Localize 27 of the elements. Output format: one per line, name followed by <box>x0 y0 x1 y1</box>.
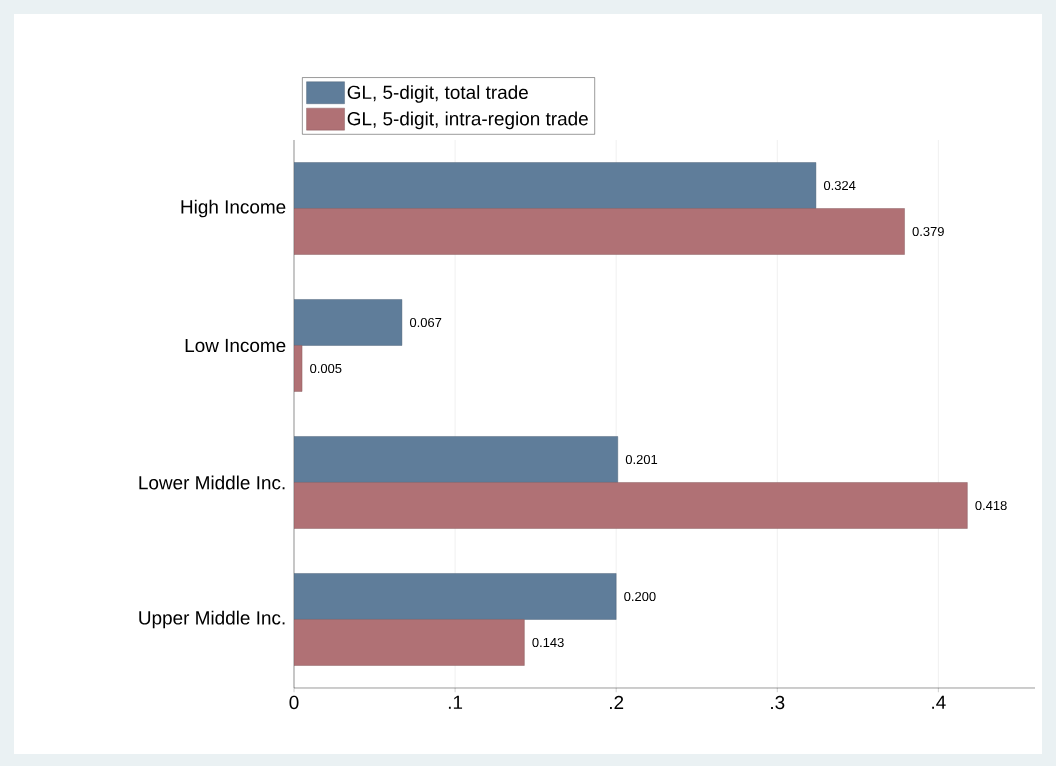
bar <box>294 162 817 209</box>
y-tick-label: Lower Middle Inc. <box>139 475 285 490</box>
x-tick-label: .4 <box>932 695 946 709</box>
data-label: 0.379 <box>912 226 944 237</box>
bar <box>294 436 618 483</box>
x-tick-label: .1 <box>448 695 463 709</box>
y-tick-label: High Income <box>181 199 286 218</box>
bar <box>294 573 617 620</box>
data-label: 0.200 <box>624 591 656 602</box>
y-tick-label: Upper Middle Inc. <box>139 610 285 629</box>
bar <box>294 299 403 346</box>
x-tick-label: 0 <box>289 695 299 710</box>
data-label: 0.005 <box>310 363 342 374</box>
bar <box>294 208 905 255</box>
y-tick-label: Low Income <box>185 338 286 353</box>
bar <box>294 619 525 666</box>
data-label: 0.418 <box>975 500 1007 511</box>
data-label: 0.143 <box>532 637 564 648</box>
data-label: 0.324 <box>823 180 856 191</box>
legend-label: GL, 5-digit, total trade <box>347 85 528 103</box>
x-tick-label: .3 <box>771 695 785 710</box>
bar <box>294 482 968 529</box>
data-label: 0.067 <box>409 317 442 328</box>
x-tick-label: .2 <box>610 695 624 709</box>
data-label: 0.201 <box>625 454 658 465</box>
legend-label: GL, 5-digit, intra-region trade <box>347 111 588 130</box>
bar <box>294 345 303 392</box>
